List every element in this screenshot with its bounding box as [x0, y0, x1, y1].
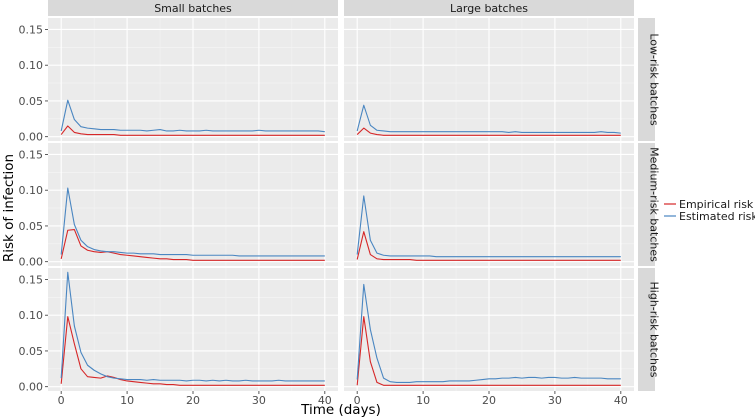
row-strip-label-2: High-risk batches	[648, 282, 661, 378]
panel-1	[344, 18, 634, 141]
series-empirical-line	[356, 127, 621, 136]
panel-2	[48, 143, 338, 266]
row-strip-1	[638, 143, 655, 266]
y-axis-title: Risk of infection	[1, 154, 17, 262]
column-strips: Small batches Large batches	[48, 0, 634, 16]
panel-4	[48, 268, 338, 391]
y-tick-label: 0.05	[19, 345, 44, 358]
row-strip-label-0: Low-risk batches	[648, 33, 661, 126]
series-estimated-line	[356, 195, 621, 258]
series-empirical-line	[60, 316, 325, 386]
x-tick-label: 0	[354, 394, 361, 407]
series-empirical-line	[60, 125, 325, 136]
row-strip-label-1: Medium-risk batches	[648, 147, 661, 262]
series-empirical-line	[356, 231, 621, 261]
y-tick-label: 0.05	[19, 95, 44, 108]
column-strip-label-0: Small batches	[154, 2, 232, 15]
series-estimated-line	[60, 187, 325, 257]
series-estimated-line	[60, 271, 325, 382]
row-strips: Low-risk batches Medium-risk batches High-…	[638, 18, 661, 391]
y-tick-label: 0.10	[19, 309, 44, 322]
legend-empirical-label: Empirical risk	[679, 198, 754, 211]
y-tick-label: 0.10	[19, 59, 44, 72]
series-estimated-line	[60, 99, 325, 133]
x-tick-label: 20	[186, 394, 200, 407]
x-tick-label: 20	[482, 394, 496, 407]
y-tick-label: 0.15	[19, 23, 44, 36]
y-tick-label: 0.00	[19, 131, 44, 144]
x-tick-label: 40	[318, 394, 332, 407]
x-axis-title: Time (days)	[300, 402, 381, 418]
legend: Empirical risk Estimated risk	[664, 198, 755, 223]
column-strip-0	[48, 0, 338, 16]
x-tick-label: 0	[58, 394, 65, 407]
series-estimated-line	[356, 283, 621, 383]
y-tick-label: 0.00	[19, 381, 44, 394]
x-tick-label: 30	[548, 394, 562, 407]
x-tick-label: 40	[614, 394, 628, 407]
x-tick-label: 30	[252, 394, 266, 407]
x-tick-label: 10	[120, 394, 134, 407]
y-tick-label: 0.15	[19, 273, 44, 286]
column-strip-label-1: Large batches	[450, 2, 528, 15]
legend-estimated-label: Estimated risk	[679, 210, 755, 223]
y-tick-label: 0.15	[19, 148, 44, 161]
panel-3	[344, 143, 634, 266]
y-tick-label: 0.10	[19, 184, 44, 197]
x-axis-ticks: 0 10 20 30 40 0 10 20 30 40	[58, 391, 628, 407]
row-strip-2	[638, 268, 655, 391]
y-axis-ticks: 0.00 0.05 0.10 0.15 0.00 0.05 0.10 0.15 0.00 0.05…	[19, 23, 48, 394]
y-tick-label: 0.05	[19, 220, 44, 233]
y-tick-label: 0.00	[19, 256, 44, 269]
series-estimated-line	[356, 104, 621, 134]
row-strip-0	[638, 18, 655, 141]
panel-0	[48, 18, 338, 141]
panels	[48, 18, 634, 391]
panel-5	[344, 268, 634, 391]
series-empirical-line	[356, 316, 621, 386]
column-strip-1	[344, 0, 634, 16]
x-tick-label: 10	[416, 394, 430, 407]
